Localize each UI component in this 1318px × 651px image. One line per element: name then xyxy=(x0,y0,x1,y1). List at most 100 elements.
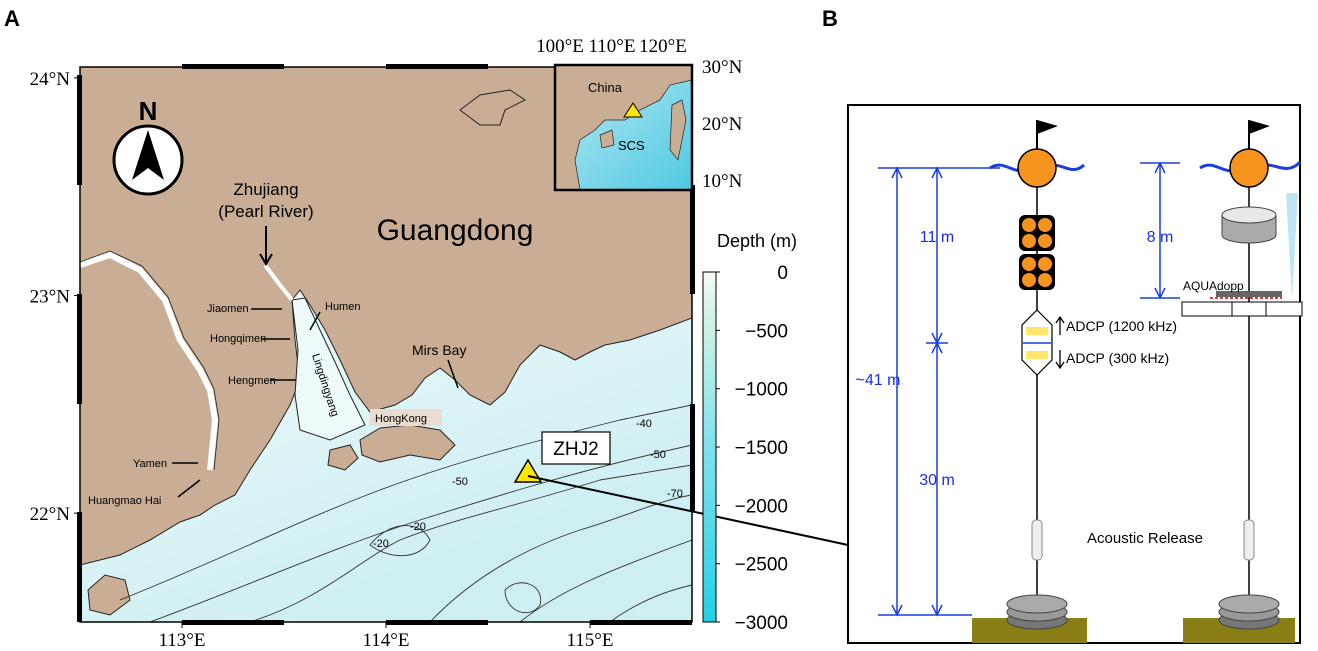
colorbar-tick-label: −500 xyxy=(745,321,788,342)
inset-tick-label: 10°N xyxy=(702,171,743,192)
y-tick-label: 22°N xyxy=(30,504,71,525)
frame-bars xyxy=(182,620,284,625)
compass-needle xyxy=(132,130,164,180)
inset-tick-label: 120°E xyxy=(639,36,687,57)
inset-tick-label: 100°E xyxy=(536,36,584,57)
arrow xyxy=(259,226,273,266)
adcp xyxy=(1026,327,1048,335)
colorbar-tick-label: −1000 xyxy=(735,380,788,401)
dimension-label: 30 m xyxy=(919,472,955,489)
place-label: Mirs Bay xyxy=(412,342,466,358)
mooring-left xyxy=(1038,273,1052,287)
place-label: Humen xyxy=(325,301,360,313)
colorbar-tick-label: −2000 xyxy=(735,496,788,517)
river-outline xyxy=(80,250,220,471)
river-label: Zhujiang xyxy=(233,180,298,199)
buoy xyxy=(1229,148,1269,188)
frame-bars xyxy=(590,620,692,625)
inset-land xyxy=(669,99,687,161)
colorbar-tick-label: 0 xyxy=(777,263,788,284)
contour-label: -50 xyxy=(650,449,666,461)
release xyxy=(1243,519,1255,561)
x-tick-label: 114°E xyxy=(363,630,410,651)
dimension-label: ~41 m xyxy=(856,372,901,389)
river-label: (Pearl River) xyxy=(218,202,313,221)
flag xyxy=(1037,120,1058,134)
mooring-right xyxy=(1181,120,1303,643)
frame-bars xyxy=(690,185,695,294)
arrows xyxy=(309,311,321,331)
inset-label: China xyxy=(588,80,623,95)
mooring-left xyxy=(1038,234,1052,248)
frame xyxy=(1181,301,1303,317)
label-bg xyxy=(370,409,442,426)
mooring-right xyxy=(1218,594,1280,614)
station-box xyxy=(541,431,611,465)
dimension-lines xyxy=(926,166,948,617)
contours xyxy=(519,539,692,622)
contour-label: -50 xyxy=(452,476,468,488)
hong-kong-island xyxy=(359,424,456,463)
colorbar-tick-label: −1500 xyxy=(735,438,788,459)
station-label: ZHJ2 xyxy=(553,439,598,460)
frame-bars xyxy=(77,294,82,404)
island xyxy=(459,89,526,126)
contours xyxy=(504,582,542,614)
contour-label: -40 xyxy=(636,418,652,430)
inset-land xyxy=(554,64,693,191)
colorbar-ticks: 0 −500 −1000 −1500 −2000 −2500 −3000 xyxy=(716,263,788,634)
colorbar-tick-label: −3000 xyxy=(735,613,788,634)
frame-bars xyxy=(690,404,695,512)
mooring-panel xyxy=(847,104,1301,644)
contours xyxy=(249,464,692,622)
mooring-left xyxy=(1022,218,1052,248)
mooring-left xyxy=(1022,273,1036,287)
mooring-left xyxy=(1022,257,1052,287)
north-label: N xyxy=(139,96,158,126)
instrument-label: Acoustic Release xyxy=(1087,530,1203,547)
place-label: Yamen xyxy=(133,458,167,470)
adcp xyxy=(1026,351,1048,359)
beam xyxy=(1286,193,1298,300)
place-label: Huangmao Hai xyxy=(88,495,161,507)
inset-marker xyxy=(623,102,643,118)
contour-label: -20 xyxy=(373,538,389,550)
dimension-label: 8 m xyxy=(1147,229,1174,246)
frame-bars xyxy=(386,64,488,69)
inset-land xyxy=(599,129,615,149)
contours xyxy=(149,444,692,622)
x-tick-label: 113°E xyxy=(159,630,206,651)
contours xyxy=(369,525,431,557)
frame-bars xyxy=(386,620,488,625)
place-label: Hongqimen xyxy=(210,333,266,345)
contour-labels: -40 -50 -50 -70 -20 -20 xyxy=(373,418,683,550)
instrument-label: ADCP (300 kHz) xyxy=(1066,350,1169,366)
place-label: HongKong xyxy=(375,413,427,425)
arrows xyxy=(172,308,459,498)
y-tick-label: 23°N xyxy=(30,287,71,308)
y-tick-label: 24°N xyxy=(30,69,71,90)
mooring-left xyxy=(1022,218,1036,232)
inset-ticks: 100°E 110°E 120°E 30°N 20°N 10°N xyxy=(536,36,742,192)
panel-label: A xyxy=(4,6,20,31)
contours xyxy=(609,584,692,622)
contour-label: -70 xyxy=(667,488,683,500)
mooring-left xyxy=(1038,218,1052,232)
river xyxy=(263,263,294,302)
dimension-label: 11 m xyxy=(920,229,954,246)
mooring-left xyxy=(1006,594,1068,614)
dimension-lines xyxy=(1140,161,1180,300)
place-label: Hengmen xyxy=(228,375,276,387)
region-label: Guangdong xyxy=(377,214,534,247)
place-label: Jiaomen xyxy=(207,303,249,315)
arrows xyxy=(177,479,201,498)
panel-label: B xyxy=(822,6,838,31)
contour-label: -20 xyxy=(410,521,426,533)
connector xyxy=(527,475,849,546)
instrument-label: AQUAdopp xyxy=(1183,279,1244,293)
inset-tick-label: 110°E xyxy=(589,36,636,57)
mooring-left xyxy=(1038,257,1052,271)
mooring-right xyxy=(1231,301,1267,317)
